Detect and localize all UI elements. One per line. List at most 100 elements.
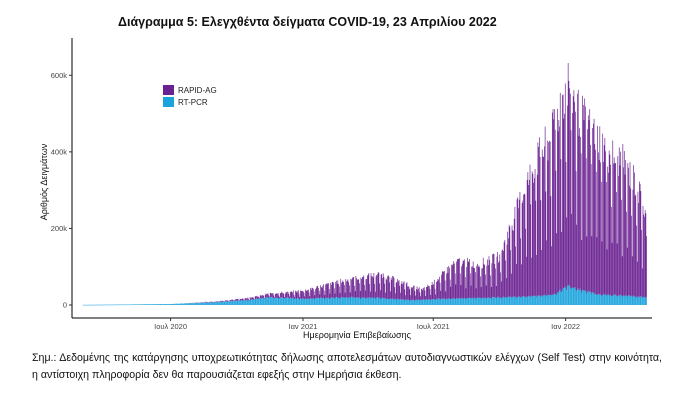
bar-rapid-ag bbox=[292, 292, 293, 299]
bar-rt-pcr bbox=[490, 298, 491, 305]
bar-rapid-ag bbox=[595, 171, 597, 295]
bar-rt-pcr bbox=[86, 304, 88, 306]
bar-rapid-ag bbox=[310, 289, 312, 299]
bar-rt-pcr bbox=[432, 299, 434, 305]
bar-rt-pcr bbox=[530, 296, 532, 305]
bar-rt-pcr bbox=[577, 288, 578, 305]
bar-rt-pcr bbox=[319, 298, 321, 305]
bar-rt-pcr bbox=[331, 297, 333, 305]
bar-rapid-ag bbox=[364, 285, 365, 298]
bar-rt-pcr bbox=[390, 299, 391, 305]
bar-rapid-ag bbox=[280, 293, 282, 298]
bar-rapid-ag bbox=[573, 90, 575, 288]
bar-rapid-ag bbox=[551, 112, 553, 295]
bar-rt-pcr bbox=[121, 304, 123, 306]
bar-rt-pcr bbox=[85, 304, 87, 306]
bar-rapid-ag bbox=[270, 293, 272, 298]
bar-rapid-ag bbox=[560, 159, 562, 293]
bar-rapid-ag bbox=[587, 115, 589, 292]
bar-rapid-ag bbox=[425, 295, 427, 301]
bar-rapid-ag bbox=[481, 268, 483, 299]
bar-rapid-ag bbox=[627, 163, 629, 296]
bar-rt-pcr bbox=[397, 298, 398, 305]
bar-rt-pcr bbox=[323, 298, 325, 305]
bar-rt-pcr bbox=[399, 299, 401, 305]
bar-rt-pcr bbox=[536, 297, 537, 305]
bar-rt-pcr bbox=[460, 298, 462, 305]
bar-rt-pcr bbox=[174, 303, 176, 305]
bar-rt-pcr bbox=[636, 297, 638, 305]
bar-rt-pcr bbox=[391, 298, 393, 305]
bar-rapid-ag bbox=[474, 272, 476, 299]
bar-rapid-ag bbox=[359, 291, 361, 300]
bar-rapid-ag bbox=[550, 196, 552, 295]
bar-rapid-ag bbox=[341, 281, 343, 298]
bar-rt-pcr bbox=[529, 295, 531, 305]
bar-rt-pcr bbox=[305, 298, 306, 305]
bar-rt-pcr bbox=[205, 302, 207, 305]
bar-rt-pcr bbox=[156, 304, 158, 305]
bar-rapid-ag bbox=[423, 287, 424, 300]
bar-rt-pcr bbox=[171, 303, 172, 305]
bar-rt-pcr bbox=[585, 291, 586, 305]
bar-rt-pcr bbox=[161, 304, 162, 305]
bar-rt-pcr bbox=[646, 297, 647, 305]
bar-rt-pcr bbox=[90, 304, 92, 306]
bar-rapid-ag bbox=[267, 293, 268, 298]
bar-rapid-ag bbox=[454, 263, 455, 299]
bar-rt-pcr bbox=[451, 298, 453, 305]
bar-rt-pcr bbox=[544, 294, 546, 305]
bar-rapid-ag bbox=[209, 301, 211, 303]
bar-rt-pcr bbox=[131, 304, 133, 306]
bar-rt-pcr bbox=[111, 304, 113, 306]
bar-rt-pcr bbox=[263, 297, 265, 305]
legend-swatch bbox=[163, 85, 174, 95]
bar-rapid-ag bbox=[503, 242, 505, 298]
bar-rt-pcr bbox=[136, 304, 137, 305]
bar-rapid-ag bbox=[376, 274, 378, 298]
bar-rt-pcr bbox=[295, 298, 297, 305]
bar-rapid-ag bbox=[539, 137, 540, 296]
bar-rt-pcr bbox=[151, 304, 152, 305]
bar-rapid-ag bbox=[325, 284, 326, 298]
bar-rt-pcr bbox=[139, 304, 141, 305]
bar-rt-pcr bbox=[229, 301, 231, 305]
bar-rapid-ag bbox=[243, 299, 244, 301]
bar-rapid-ag bbox=[352, 276, 354, 298]
bar-rt-pcr bbox=[499, 297, 501, 305]
bar-rapid-ag bbox=[514, 206, 516, 297]
bar-rt-pcr bbox=[213, 302, 214, 305]
bar-rapid-ag bbox=[247, 297, 249, 300]
bar-rapid-ag bbox=[435, 294, 437, 301]
bar-rapid-ag bbox=[236, 299, 238, 301]
bar-rt-pcr bbox=[395, 299, 397, 305]
bar-rapid-ag bbox=[621, 256, 623, 297]
bar-rt-pcr bbox=[286, 297, 288, 305]
bar-rapid-ag bbox=[293, 294, 295, 300]
bar-rt-pcr bbox=[423, 299, 425, 305]
bar-rapid-ag bbox=[498, 261, 500, 298]
bar-rt-pcr bbox=[414, 299, 416, 305]
bar-rapid-ag bbox=[644, 216, 645, 298]
bar-rapid-ag bbox=[436, 281, 438, 299]
bar-rapid-ag bbox=[541, 149, 543, 296]
bar-rt-pcr bbox=[340, 297, 342, 305]
bar-rt-pcr bbox=[262, 298, 264, 305]
bar-rapid-ag bbox=[410, 295, 411, 301]
bar-rt-pcr bbox=[347, 297, 349, 305]
bar-rapid-ag bbox=[357, 279, 359, 298]
bar-rt-pcr bbox=[302, 298, 304, 305]
bar-rapid-ag bbox=[439, 276, 440, 299]
bar-rt-pcr bbox=[598, 293, 599, 305]
bar-rapid-ag bbox=[368, 272, 370, 298]
bar-rapid-ag bbox=[408, 287, 410, 301]
bar-rapid-ag bbox=[620, 151, 622, 295]
bar-rt-pcr bbox=[336, 297, 337, 305]
bar-rapid-ag bbox=[444, 280, 446, 299]
bar-rapid-ag bbox=[590, 144, 591, 292]
bar-rapid-ag bbox=[205, 301, 206, 303]
bar-rapid-ag bbox=[556, 233, 557, 295]
bar-rt-pcr bbox=[250, 300, 252, 305]
bar-rapid-ag bbox=[477, 266, 479, 298]
bar-rapid-ag bbox=[469, 273, 471, 299]
